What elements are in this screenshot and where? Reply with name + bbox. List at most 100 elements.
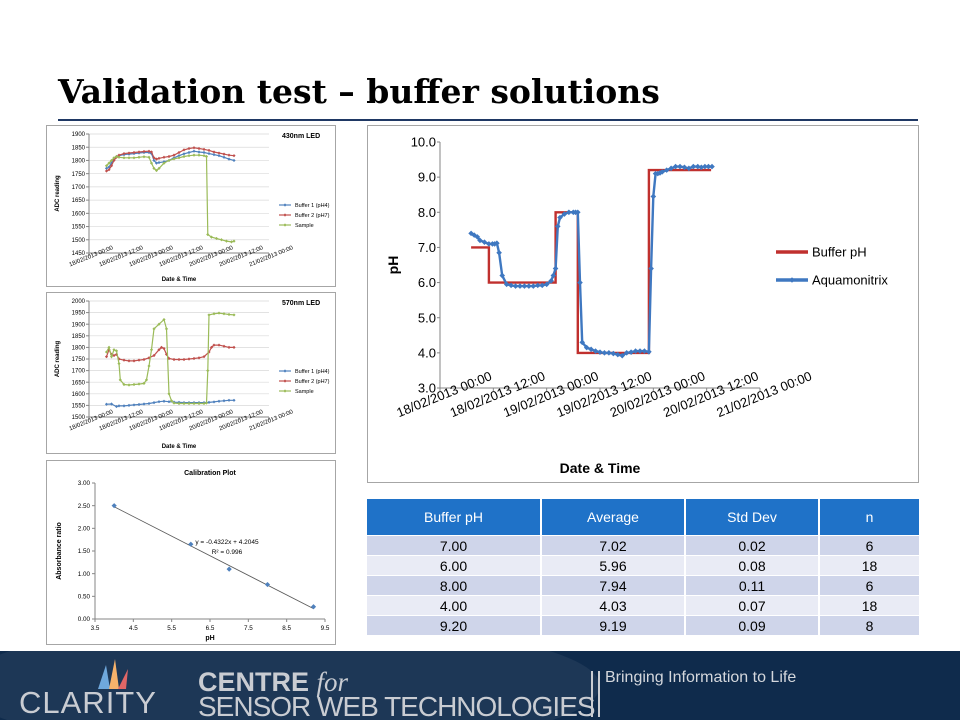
data-point xyxy=(212,153,216,157)
data-point xyxy=(554,223,561,230)
data-point xyxy=(610,350,617,357)
data-point xyxy=(157,166,161,170)
data-point xyxy=(583,344,590,351)
data-point xyxy=(137,150,141,154)
y-tick-label: 1900 xyxy=(72,132,86,138)
data-point xyxy=(206,369,210,373)
y-tick-label: 1750 xyxy=(72,172,86,178)
centre-word: CENTRE xyxy=(198,667,310,697)
data-point xyxy=(217,399,221,403)
data-point xyxy=(132,403,136,407)
data-point xyxy=(154,157,159,161)
chart-title: 430nm LED xyxy=(282,133,320,140)
data-point xyxy=(117,155,121,159)
data-point xyxy=(104,355,109,359)
cell-n: 18 xyxy=(819,595,919,616)
data-point xyxy=(552,265,559,272)
data-point xyxy=(187,146,191,151)
data-point xyxy=(226,566,232,572)
data-point xyxy=(187,401,191,406)
results-table: Buffer pH Average Std Dev n 7.00 7.02 0.… xyxy=(367,499,919,635)
data-point xyxy=(526,283,532,289)
data-point xyxy=(499,272,506,279)
data-point xyxy=(574,209,581,216)
y-tick-label: 0.00 xyxy=(78,616,91,623)
data-point xyxy=(202,355,206,359)
series-line xyxy=(106,154,235,243)
y-tick-label: 1850 xyxy=(72,145,86,151)
data-point xyxy=(232,313,236,317)
data-point xyxy=(167,158,171,163)
data-point xyxy=(641,348,648,354)
data-point xyxy=(167,154,171,159)
data-point xyxy=(698,164,705,171)
data-point xyxy=(132,156,136,160)
data-point xyxy=(202,150,206,155)
y-tick-label: 10.0 xyxy=(411,135,436,150)
header-n: n xyxy=(819,499,919,536)
data-point xyxy=(222,155,226,159)
data-point xyxy=(149,348,154,352)
data-point xyxy=(477,237,483,244)
data-point xyxy=(601,350,608,356)
cell-n: 8 xyxy=(819,615,919,635)
data-point xyxy=(117,153,121,157)
data-point xyxy=(182,401,186,406)
data-point xyxy=(530,283,537,289)
series-line xyxy=(470,165,712,357)
data-point xyxy=(543,281,550,288)
trendline xyxy=(113,506,314,610)
data-point xyxy=(147,356,151,360)
data-point xyxy=(217,311,221,315)
data-point xyxy=(192,356,196,361)
data-point xyxy=(147,155,151,159)
calibration-plot: Calibration Plot 0.00 0.50 1.00 1.50 2.00 2.50… xyxy=(56,470,330,642)
data-point xyxy=(147,401,151,406)
data-point xyxy=(187,150,191,155)
data-point xyxy=(117,362,121,366)
data-point xyxy=(264,581,271,588)
y-tick-label: 5.0 xyxy=(418,310,436,325)
data-point xyxy=(474,234,481,240)
data-point xyxy=(521,283,528,289)
y-tick-label: 7.0 xyxy=(418,240,436,255)
data-point xyxy=(188,541,194,547)
y-tick-label: 1750 xyxy=(72,357,86,363)
table-row: 7.00 7.02 0.02 6 xyxy=(367,535,919,556)
data-point xyxy=(508,282,514,289)
data-point xyxy=(232,154,236,158)
cell-std-dev: 0.08 xyxy=(685,555,820,576)
clarity-logo: CLARITY xyxy=(19,685,157,720)
data-point xyxy=(147,364,151,368)
data-point xyxy=(142,357,146,362)
table-header-row: Buffer pH Average Std Dev n xyxy=(367,499,919,536)
data-point xyxy=(217,151,221,155)
data-point xyxy=(512,283,519,289)
data-point xyxy=(132,359,136,363)
data-point xyxy=(686,165,692,172)
centre-logo-line1: CENTRE for xyxy=(198,667,348,698)
data-point xyxy=(142,155,146,159)
chart-panel-calibration: Calibration Plot 0.00 0.50 1.00 1.50 2.00 2.50… xyxy=(46,460,336,645)
y-tick-label: 9.0 xyxy=(418,170,436,185)
data-point xyxy=(172,157,176,161)
y-tick-label: 1650 xyxy=(72,198,86,204)
data-point xyxy=(663,167,670,173)
data-point xyxy=(157,400,161,404)
x-axis-title: Date & Time xyxy=(162,277,197,283)
cell-std-dev: 0.11 xyxy=(685,575,820,596)
data-point xyxy=(152,401,156,405)
y-tick-label: 1800 xyxy=(72,346,86,352)
legend-marker xyxy=(283,223,287,227)
data-point xyxy=(187,154,191,158)
data-point xyxy=(197,401,201,406)
cell-buffer-ph: 4.00 xyxy=(367,595,542,616)
data-point xyxy=(550,272,557,279)
data-point xyxy=(127,359,131,363)
data-point xyxy=(104,169,109,173)
data-point xyxy=(169,399,174,403)
y-tick-label: 1800 xyxy=(72,159,86,165)
data-point xyxy=(177,357,181,362)
divider-bars-icon xyxy=(591,671,600,717)
data-point xyxy=(207,313,211,317)
